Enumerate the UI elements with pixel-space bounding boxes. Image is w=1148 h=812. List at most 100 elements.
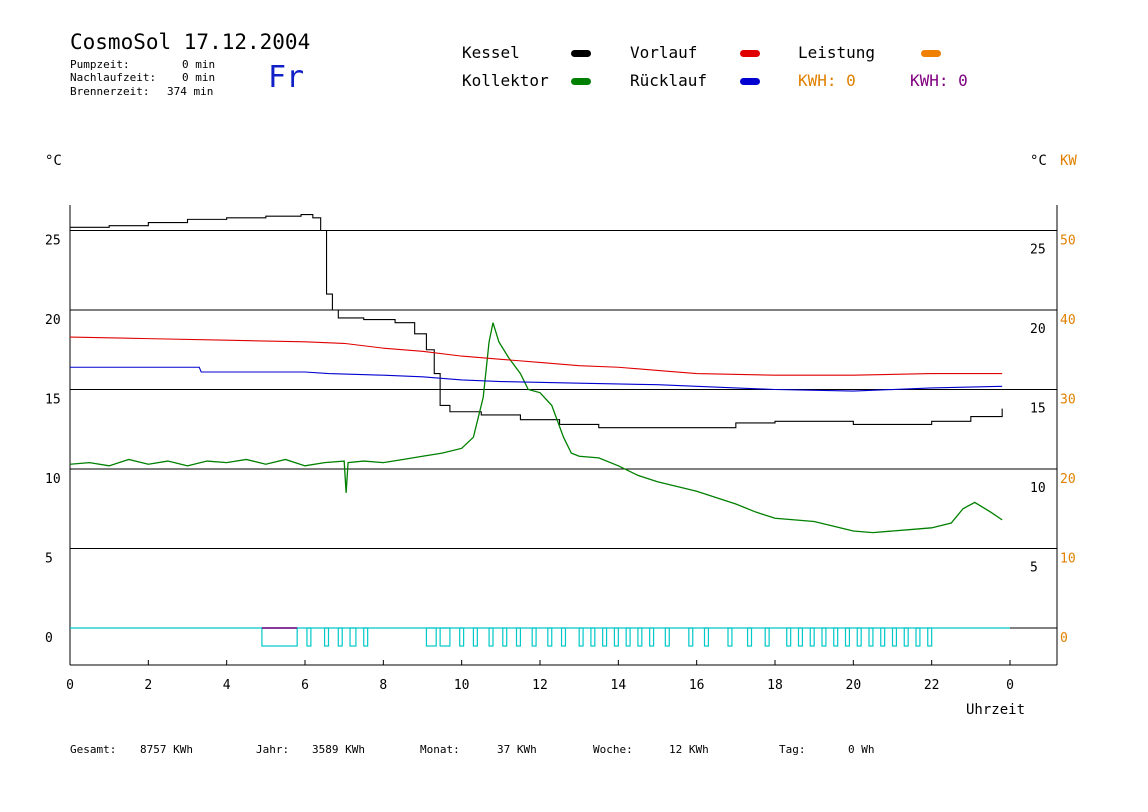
x-tick-label: 22 bbox=[924, 678, 940, 693]
left-axis-unit: °C bbox=[45, 153, 62, 169]
x-tick-label: 4 bbox=[223, 678, 231, 693]
y-tick-label-right: 15 bbox=[1030, 402, 1046, 417]
pump-pulse bbox=[764, 627, 770, 647]
pump-pulse bbox=[602, 627, 608, 647]
footer-tag-value: 0 Wh bbox=[848, 743, 875, 756]
stat-pumpzeit-value: 0 min bbox=[182, 58, 216, 71]
pump-pulse bbox=[649, 627, 655, 647]
pump-pulse bbox=[590, 627, 596, 647]
pump-pulse bbox=[323, 627, 330, 647]
y-tick-label-left: 20 bbox=[45, 313, 61, 328]
pump-pulse bbox=[337, 627, 343, 647]
footer-woche-value: 12 KWh bbox=[669, 743, 709, 756]
pump-pulse bbox=[664, 627, 670, 647]
weekday-label: Fr bbox=[268, 60, 305, 95]
right-axis-unit: °C bbox=[1030, 153, 1047, 169]
pump-pulse bbox=[868, 627, 874, 647]
legend-kollektor-swatch bbox=[571, 78, 591, 85]
y-tick-label-left: 0 bbox=[45, 631, 53, 646]
pump-pulse bbox=[844, 627, 851, 647]
footer-gesamt-value: 8757 KWh bbox=[140, 743, 193, 756]
pump-pulse bbox=[880, 627, 886, 647]
pump-pulse bbox=[613, 627, 619, 647]
pump-pulse bbox=[891, 627, 898, 647]
legend-kwh-purple: KWH: 0 bbox=[910, 71, 968, 90]
pump-pulse bbox=[425, 627, 437, 647]
pump-pulse bbox=[688, 627, 694, 647]
series-line-vorlauf bbox=[69, 336, 1003, 376]
chart-title: CosmoSol 17.12.2004 bbox=[70, 30, 311, 54]
pump-pulse bbox=[625, 627, 631, 647]
pump-pulse bbox=[515, 627, 522, 647]
stat-brennerzeit-value: 374 min bbox=[167, 85, 214, 98]
pump-pulse bbox=[459, 627, 465, 647]
pump-pulse bbox=[472, 627, 478, 647]
stat-nachlaufzeit-value: 0 min bbox=[182, 71, 216, 84]
footer-jahr-value: 3589 KWh bbox=[312, 743, 365, 756]
stat-pumpzeit-label: Pumpzeit: bbox=[70, 58, 130, 71]
pump-pulse bbox=[797, 627, 804, 647]
pump-pulse bbox=[502, 627, 508, 647]
pump-pulse bbox=[856, 627, 862, 647]
pump-pulse bbox=[727, 627, 733, 647]
series-line-kollektor bbox=[69, 322, 1003, 534]
x-tick-label: 20 bbox=[846, 678, 862, 693]
y-tick-label-right: 20 bbox=[1030, 322, 1046, 337]
footer-monat-label: Monat: bbox=[420, 743, 460, 756]
pump-pulse bbox=[637, 627, 643, 647]
y2-tick-label-kw: 0 bbox=[1060, 631, 1068, 646]
x-axis-title: Uhrzeit bbox=[966, 702, 1026, 718]
legend-vorlauf-label: Vorlauf bbox=[630, 43, 698, 62]
legend-leistung-label: Leistung bbox=[798, 43, 876, 62]
x-tick-label: 10 bbox=[454, 678, 470, 693]
pump-pulse bbox=[703, 627, 710, 647]
y-tick-label-right: 25 bbox=[1030, 243, 1046, 258]
stat-brennerzeit-label: Brennerzeit: bbox=[70, 85, 150, 98]
x-tick-label: 0 bbox=[66, 678, 74, 693]
pump-pulse bbox=[349, 627, 357, 647]
pump-pulse bbox=[915, 627, 921, 647]
footer-gesamt-label: Gesamt: bbox=[70, 743, 117, 756]
x-tick-label: 16 bbox=[689, 678, 705, 693]
pump-pulse bbox=[306, 627, 312, 647]
pump-pulse bbox=[578, 627, 584, 647]
pump-pulse bbox=[821, 627, 827, 647]
pump-pulse bbox=[903, 627, 909, 647]
footer-woche-label: Woche: bbox=[593, 743, 633, 756]
legend-vorlauf-swatch bbox=[740, 50, 760, 57]
y2-tick-label-kw: 20 bbox=[1060, 472, 1076, 487]
pump-pulse bbox=[531, 627, 537, 647]
pump-pulse bbox=[488, 627, 494, 647]
pump-pulse bbox=[560, 627, 567, 647]
legend-kollektor-label: Kollektor bbox=[462, 71, 549, 90]
y2-tick-label-kw: 30 bbox=[1060, 393, 1076, 408]
y2-tick-label-kw: 40 bbox=[1060, 313, 1076, 328]
pump-pulse bbox=[786, 627, 792, 647]
x-tick-label: 18 bbox=[767, 678, 783, 693]
series-line-ruecklauf bbox=[70, 366, 1003, 392]
x-tick-label: 0 bbox=[1006, 678, 1014, 693]
pump-pulse bbox=[833, 627, 839, 647]
legend-kessel-label: Kessel bbox=[462, 43, 520, 62]
x-tick-label: 2 bbox=[144, 678, 152, 693]
y-tick-label-left: 15 bbox=[45, 393, 61, 408]
y-tick-label-right: 10 bbox=[1030, 481, 1046, 496]
legend-ruecklauf-label: Rücklauf bbox=[630, 71, 708, 90]
x-tick-label: 12 bbox=[532, 678, 548, 693]
pump-pulse bbox=[927, 627, 933, 647]
pump-pulse bbox=[746, 627, 753, 647]
footer-tag-label: Tag: bbox=[779, 743, 806, 756]
y-tick-label-left: 10 bbox=[45, 472, 61, 487]
pump-pulse bbox=[439, 627, 451, 647]
x-tick-label: 14 bbox=[611, 678, 627, 693]
y-tick-label-right: 5 bbox=[1030, 561, 1038, 576]
x-tick-label: 6 bbox=[301, 678, 309, 693]
pump-pulse bbox=[261, 627, 298, 647]
pump-pulse bbox=[363, 627, 369, 647]
footer-monat-value: 37 KWh bbox=[497, 743, 537, 756]
y2-tick-label-kw: 50 bbox=[1060, 234, 1076, 249]
x-tick-label: 8 bbox=[379, 678, 387, 693]
legend-leistung-swatch bbox=[921, 50, 941, 57]
legend-kessel-swatch bbox=[571, 50, 591, 57]
y-tick-label-left: 25 bbox=[45, 234, 61, 249]
